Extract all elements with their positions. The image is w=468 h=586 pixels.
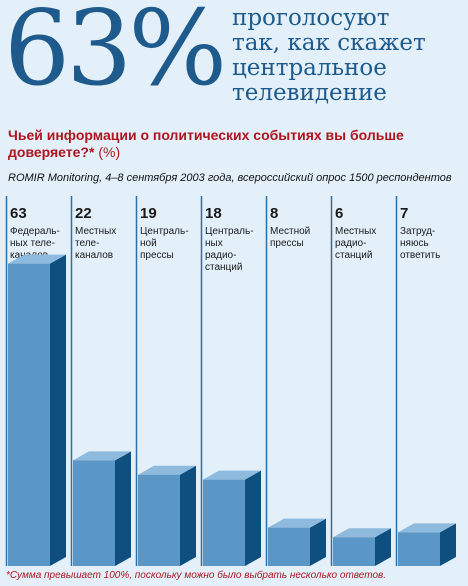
bar-front [203, 479, 245, 566]
bar [138, 465, 196, 566]
chart-title-text: Чьей информации о политических событиях … [8, 127, 404, 160]
bar-front [73, 460, 115, 566]
bar [203, 470, 261, 566]
headline-line: проголосуют [232, 5, 390, 31]
bar-front [268, 527, 310, 566]
category-label: ных [205, 238, 223, 249]
bar-side [440, 523, 456, 566]
category-label: станций [335, 250, 372, 261]
value-label: 7 [400, 205, 408, 222]
category-label: ответить [400, 250, 440, 261]
bar [73, 451, 131, 566]
bar-side [180, 465, 196, 566]
bar [333, 528, 391, 566]
bar [398, 523, 456, 566]
bar-side [50, 254, 66, 566]
survey-source: ROMIR Monitoring, 4–8 сентября 2003 года… [8, 172, 452, 184]
footnote: *Сумма превышает 100%, поскольку можно б… [6, 570, 387, 581]
value-label: 19 [140, 205, 157, 222]
category-label: радио- [205, 250, 236, 261]
category-label: Затруд- [400, 226, 435, 237]
category-label: Централь- [205, 226, 254, 237]
bar-top [398, 523, 456, 533]
bar [268, 518, 326, 566]
bar-front [8, 263, 50, 566]
category-label: Федераль- [10, 226, 60, 237]
value-label: 8 [270, 205, 278, 222]
bar-front [333, 537, 375, 566]
bar-side [115, 451, 131, 566]
chart-unit: (%) [98, 144, 121, 160]
bar-side [310, 518, 326, 566]
headline-text: проголосуют так, как скажет центральное … [232, 6, 468, 106]
bar-top [203, 470, 261, 480]
category-label: каналов [75, 250, 113, 261]
category-label: радио- [335, 238, 366, 249]
headline-line: так, как скажет [232, 30, 426, 56]
category-label: Местных [335, 226, 376, 237]
value-label: 63 [10, 205, 27, 222]
category-label: станций [205, 262, 242, 273]
bar [8, 254, 66, 566]
bar-top [138, 465, 196, 475]
category-label: Централь- [140, 226, 189, 237]
category-label: прессы [270, 238, 304, 249]
category-label: Местной [270, 226, 310, 237]
chart-title: Чьей информации о политических событиях … [8, 127, 464, 161]
category-label: ной [140, 238, 157, 249]
bar-top [8, 254, 66, 264]
category-label: Местных [75, 226, 116, 237]
category-label: теле- [75, 238, 99, 249]
category-label: ных теле- [10, 238, 55, 249]
bar-front [138, 474, 180, 566]
headline-line: телевидение [232, 80, 387, 106]
headline-line: центральное [232, 55, 387, 81]
value-label: 18 [205, 205, 222, 222]
value-label: 6 [335, 205, 343, 222]
bar-side [245, 470, 261, 566]
headline: 63% проголосуют так, как скажет централь… [4, 0, 464, 120]
headline-percent: 63% [4, 0, 227, 109]
bar-top [73, 451, 131, 461]
category-label: прессы [140, 250, 174, 261]
bar-top [268, 518, 326, 528]
bar-top [333, 528, 391, 538]
value-label: 22 [75, 205, 92, 222]
category-label: няюсь [400, 238, 429, 249]
bar-side [375, 528, 391, 566]
bar-front [398, 532, 440, 566]
